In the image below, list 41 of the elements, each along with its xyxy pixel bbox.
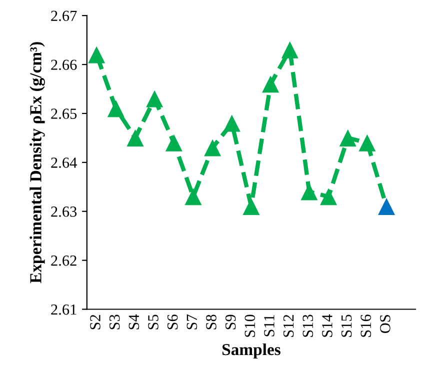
point [358, 134, 376, 152]
point [378, 198, 396, 215]
x-tick-label: S10 [244, 314, 256, 337]
y-tick-label: 2.66 [51, 60, 77, 70]
point [281, 41, 298, 58]
x-tick-label: OS [380, 315, 390, 334]
point [223, 114, 240, 132]
y-tick-label: 2.63 [51, 206, 77, 217]
point [165, 134, 182, 152]
point [262, 76, 280, 93]
x-tick-label: S12 [283, 314, 294, 337]
point [339, 129, 356, 146]
y-tick-label: 2.64 [51, 158, 77, 168]
point [126, 129, 144, 146]
y-tick-label: 2.67 [51, 10, 77, 22]
point [107, 100, 124, 118]
x-tick-label: S8 [206, 314, 216, 330]
x-tick-label: S15 [341, 314, 352, 337]
y-tick-label: 2.61 [51, 304, 76, 315]
x-tick-label: S3 [109, 314, 120, 330]
y-tick-label: 2.65 [51, 108, 77, 119]
x-tick-label: S14 [322, 314, 332, 337]
point [146, 90, 164, 108]
x-tick-label: S5 [148, 314, 158, 330]
x-tick-label: S2 [90, 314, 100, 330]
point [320, 188, 338, 206]
x-tick-label: S6 [167, 314, 178, 330]
point [300, 183, 318, 200]
x-tick-label: S7 [186, 314, 198, 330]
point [184, 188, 202, 206]
y-axis-title: Experimental Density ρEx (g/cm³) [30, 42, 45, 284]
point [242, 198, 260, 215]
x-tick-label: S16 [360, 314, 372, 337]
x-tick-label: S11 [264, 315, 274, 336]
point [88, 46, 106, 64]
x-tick-label: S4 [128, 314, 140, 330]
point [204, 139, 222, 156]
y-tick-label: 2.62 [51, 255, 76, 266]
x-tick-label: S9 [225, 314, 236, 330]
x-tick-label: S13 [302, 314, 314, 337]
x-axis-title: Samples [222, 343, 280, 359]
